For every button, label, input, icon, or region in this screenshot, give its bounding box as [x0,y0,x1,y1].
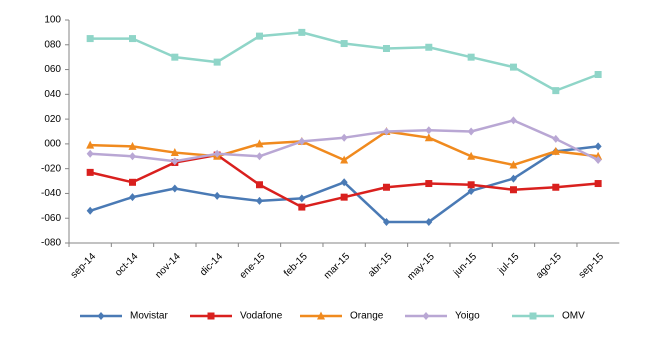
y-tick-label: -080 [41,238,61,249]
data-point [594,155,602,164]
data-point [425,180,433,188]
data-point [467,151,476,160]
data-point [298,137,306,146]
data-point [340,133,348,142]
data-point [298,203,306,211]
data-point [213,58,221,66]
y-tick-label: -060 [41,213,61,224]
y-tick-label: -040 [41,188,61,199]
x-tick-label: ago-15 [534,251,564,281]
y-tick-label: 000 [44,139,61,150]
data-point [171,157,179,166]
x-tick-label: abr-15 [366,251,395,280]
x-tick-label: sep-14 [69,251,99,281]
legend-label: OMV [562,311,585,322]
data-point [86,35,94,43]
data-point [255,181,263,189]
data-point [382,217,390,226]
x-tick-label: mar-15 [322,251,352,281]
x-tick-label: sep-15 [577,251,607,281]
data-point [255,152,263,161]
y-tick-label: 020 [44,114,61,125]
data-point [424,133,433,142]
data-point [213,191,221,200]
data-point [255,196,263,205]
data-point [128,152,136,161]
data-point [86,168,94,176]
data-point [298,194,306,203]
data-point [382,127,390,136]
legend-marker [422,312,430,320]
x-tick-label: oct-14 [113,251,141,279]
data-point [340,178,348,187]
data-point [128,35,136,43]
data-point [467,186,475,195]
data-point [255,32,263,40]
x-tick-label: dic-14 [198,251,225,278]
legend-marker [529,312,537,320]
legend-label: Movistar [130,311,168,322]
legend-marker [317,311,325,320]
data-point [594,180,602,188]
legend-label: Orange [350,311,384,322]
data-point [552,134,560,143]
data-point [425,43,433,51]
x-tick-label: nov-14 [153,251,183,281]
x-tick-label: feb-15 [282,251,310,279]
legend-marker [97,312,105,320]
data-point [552,87,560,95]
data-point [594,71,602,79]
data-point [340,193,348,201]
data-point [128,178,136,186]
data-point [86,149,94,158]
data-point [509,63,517,71]
data-point [340,40,348,48]
data-point [298,28,306,36]
data-point [128,193,136,202]
data-point [171,53,179,61]
data-point [509,160,518,169]
data-point [467,127,475,136]
x-tick-label: may-15 [405,251,437,283]
x-tick-label: jul-15 [496,251,522,277]
y-tick-label: -020 [41,163,61,174]
data-point [425,126,433,135]
data-point [551,146,560,155]
data-point [467,181,475,189]
data-point [467,53,475,61]
y-tick-label: 100 [44,15,61,26]
y-tick-label: 060 [44,64,61,75]
data-point [170,148,179,157]
x-tick-label: jun-15 [451,251,479,279]
x-tick-label: ene-15 [238,251,268,281]
legend-label: Yoigo [455,311,480,322]
data-point [340,155,349,164]
data-point [594,142,602,151]
y-tick-label: 080 [44,39,61,50]
legend-label: Vodafone [240,311,283,322]
data-point [255,139,264,148]
data-point [86,140,95,149]
data-point [128,141,137,150]
data-point [171,184,179,193]
data-point [552,183,560,191]
data-point [382,44,390,52]
y-tick-label: 040 [44,89,61,100]
data-point [382,183,390,191]
data-point [425,217,433,226]
legend-marker [207,312,215,320]
data-point [86,206,94,215]
data-point [509,116,517,125]
data-point [213,149,221,158]
data-point [509,174,517,183]
data-point [509,186,517,194]
